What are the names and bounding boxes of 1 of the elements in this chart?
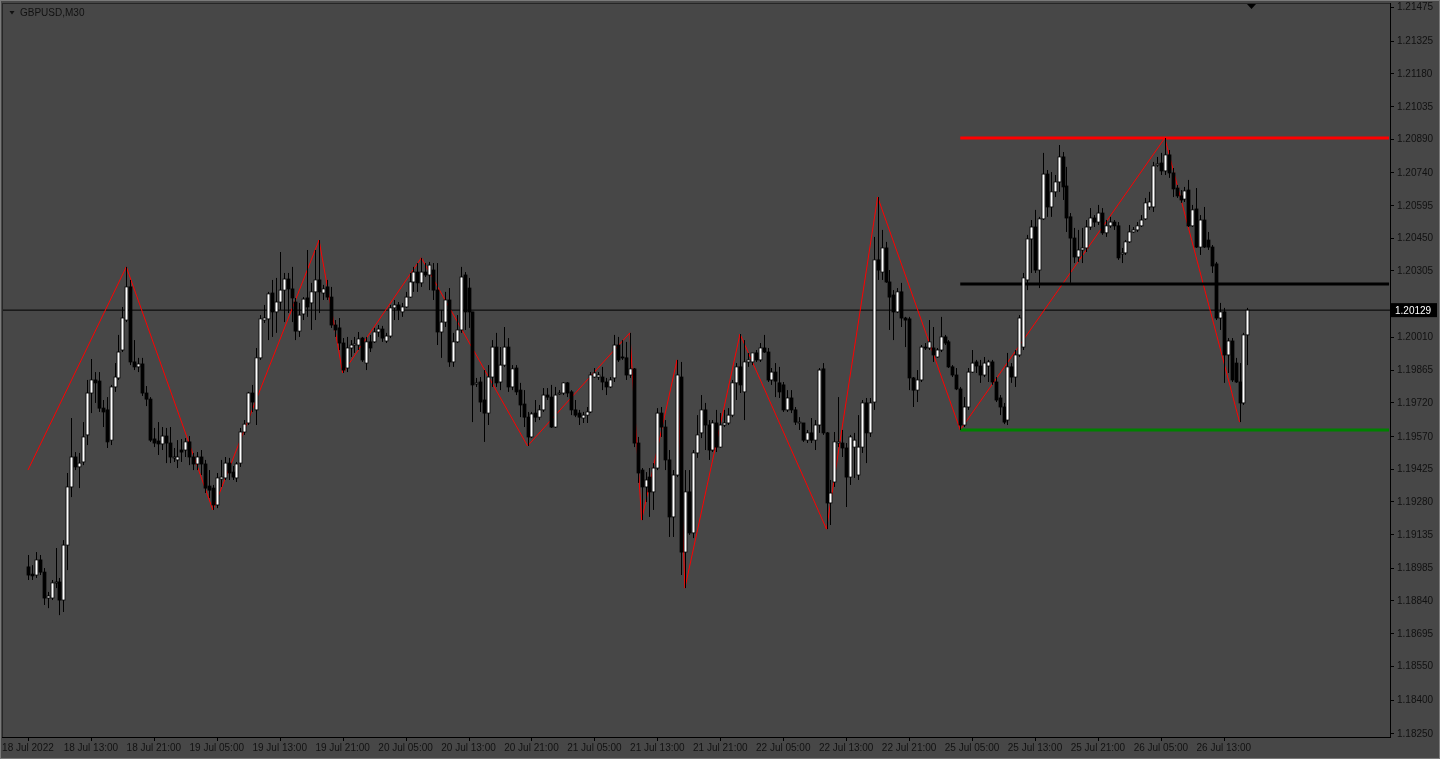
ref-line-label: 1.20129 xyxy=(1395,304,1432,316)
